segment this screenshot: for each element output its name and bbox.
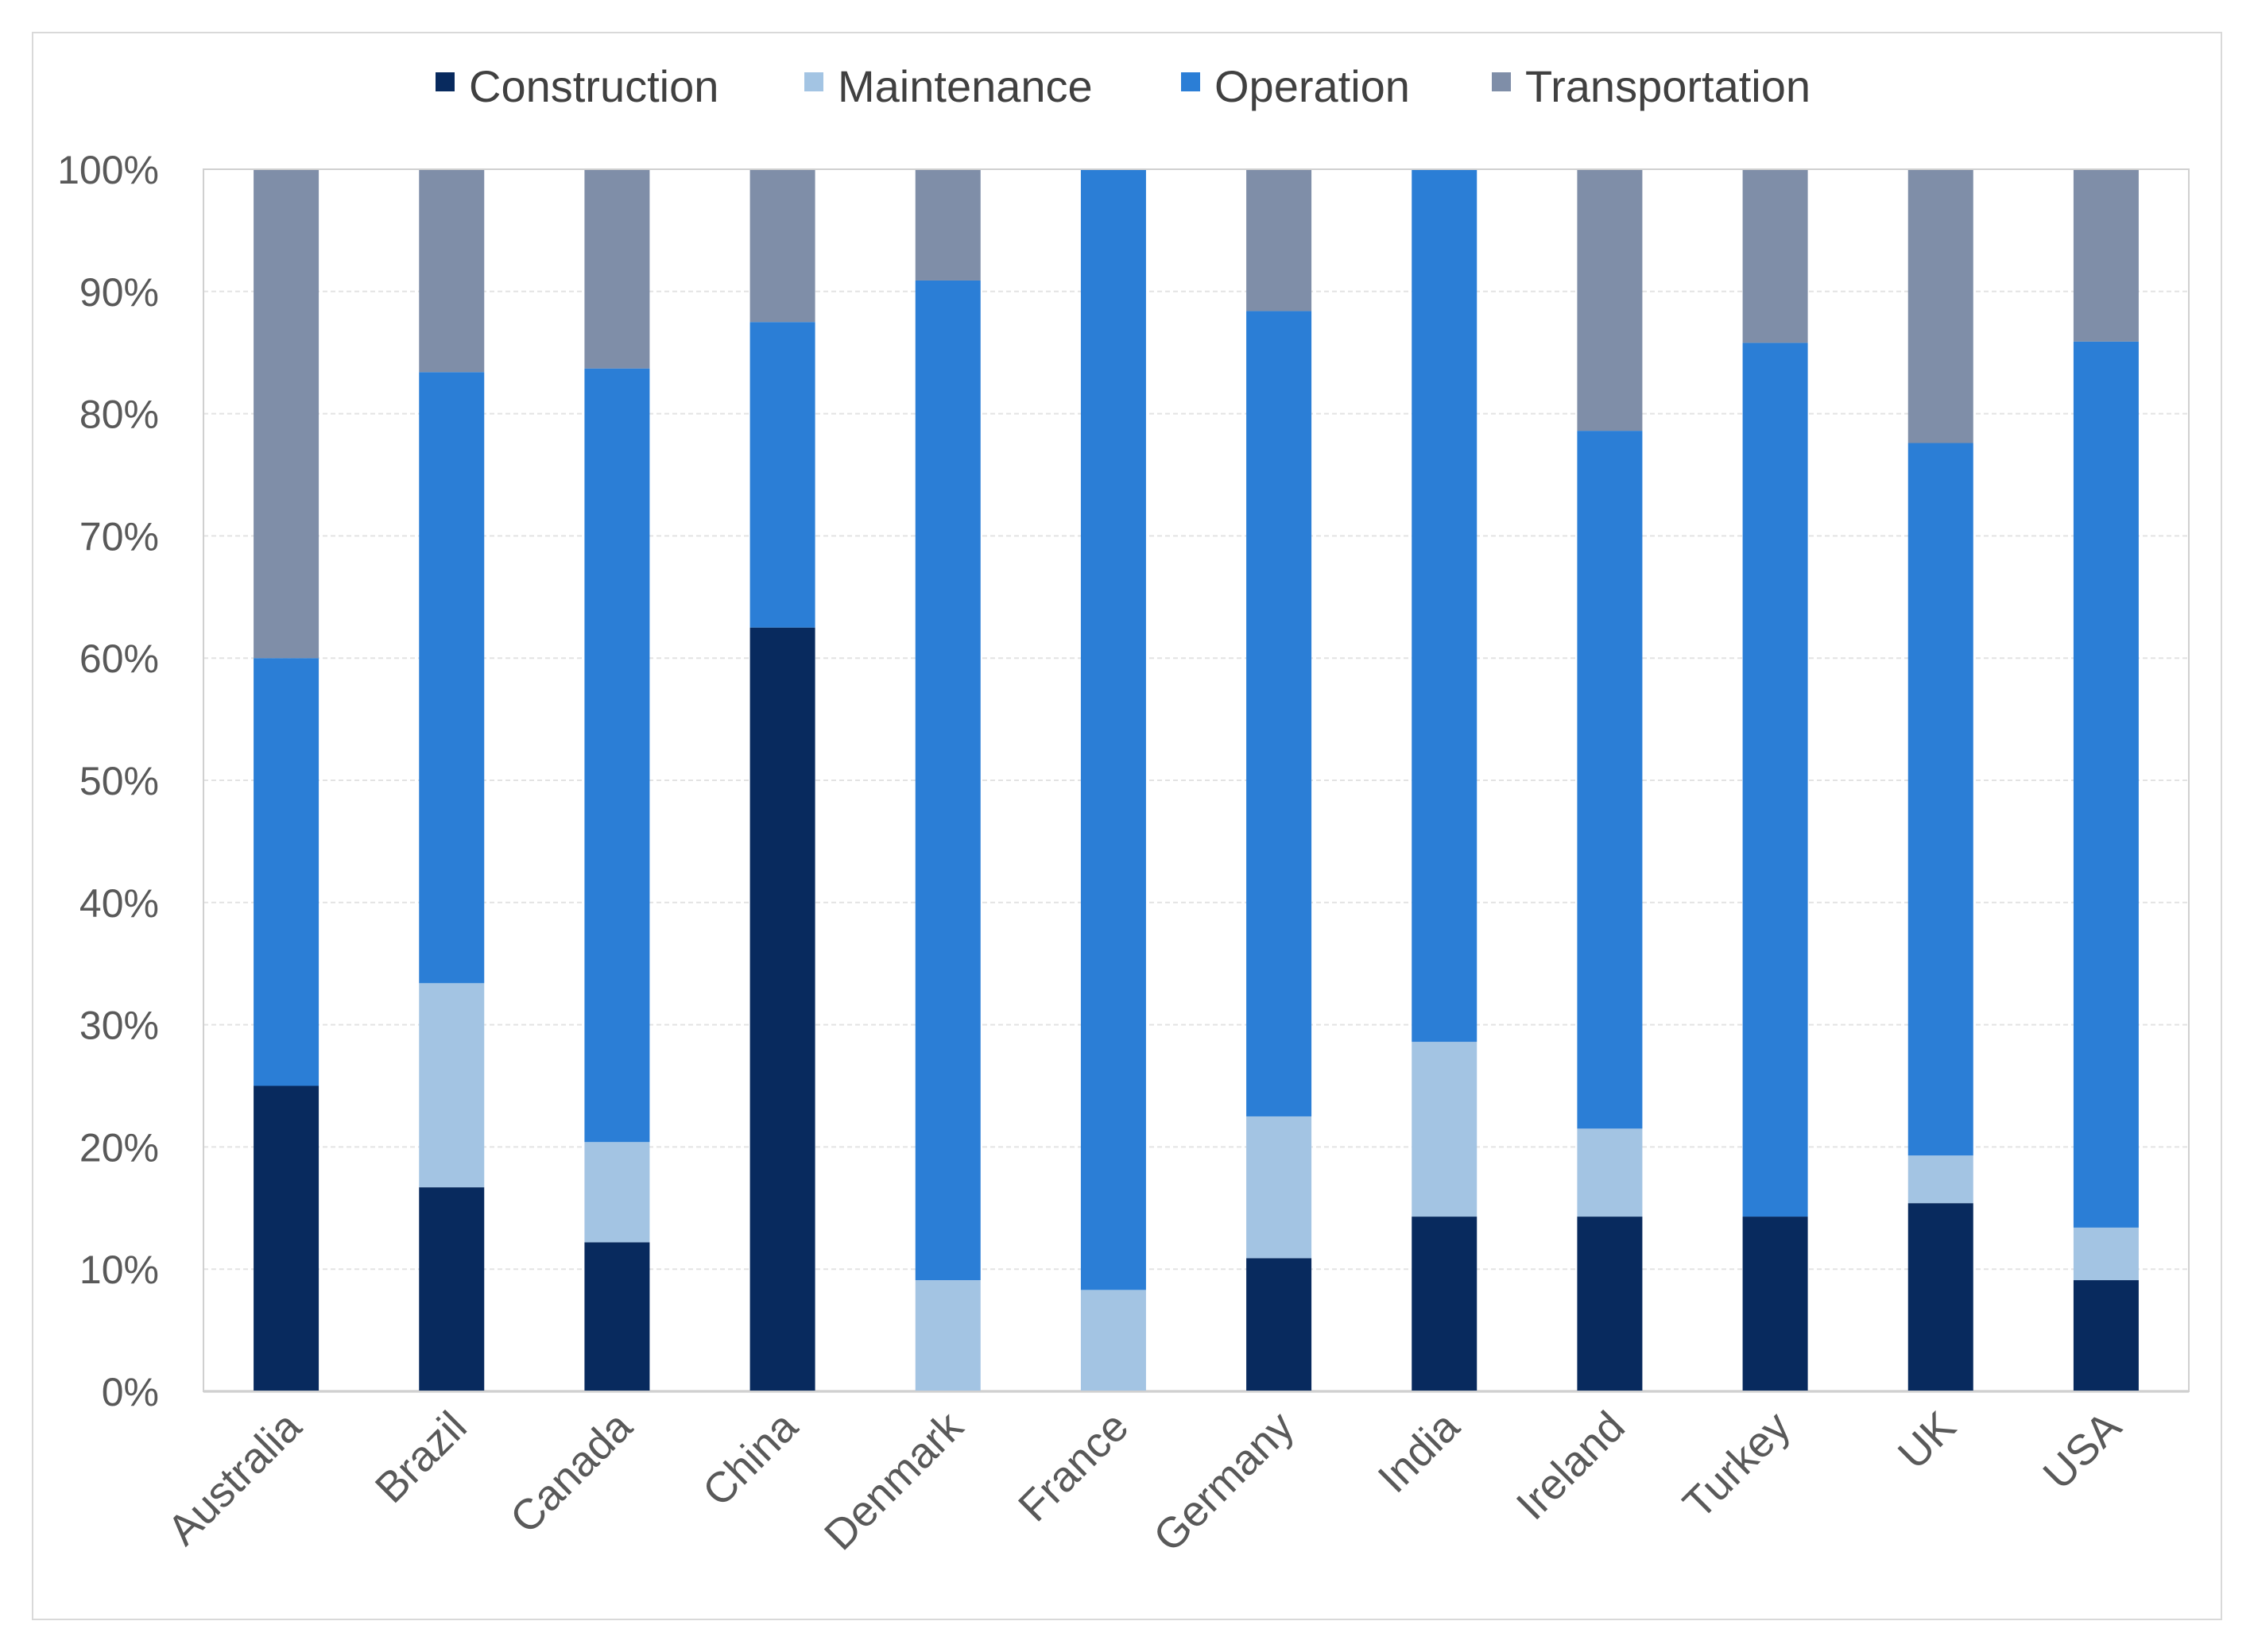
y-tick-label: 60%: [79, 636, 159, 681]
y-tick-label: 80%: [79, 393, 159, 437]
y-tick-label: 50%: [79, 759, 159, 803]
legend-label-maintenance: Maintenance: [838, 61, 1093, 111]
y-tick-label: 30%: [79, 1004, 159, 1048]
legend-label-transportation: Transportation: [1525, 61, 1811, 111]
y-tick-label: 70%: [79, 514, 159, 559]
legend: Construction Maintenance Operation Trans…: [436, 61, 1811, 111]
y-tick-label: 10%: [79, 1248, 159, 1292]
bar-usa-transportation: [2073, 169, 2139, 342]
bar-uk-transportation: [1907, 169, 1973, 443]
bar-australia-operation: [254, 658, 320, 1086]
bar-brazil-construction: [419, 1187, 485, 1391]
bar-china-operation: [749, 322, 815, 628]
bar-canada-maintenance: [584, 1142, 650, 1243]
x-category-label: USA: [2034, 1402, 2130, 1499]
legend-swatch-operation: [1181, 72, 1200, 91]
y-tick-label: 40%: [79, 881, 159, 926]
bar-canada-transportation: [584, 169, 650, 369]
bar-stack-india: [1412, 169, 1477, 1391]
x-category-label: Brazil: [366, 1402, 476, 1512]
bar-uk-operation: [1907, 443, 1973, 1156]
bar-turkey-construction: [1742, 1217, 1808, 1391]
bar-denmark-maintenance: [915, 1280, 981, 1391]
bar-canada-operation: [584, 368, 650, 1143]
bar-usa-maintenance: [2073, 1227, 2139, 1281]
bar-india-construction: [1412, 1217, 1477, 1391]
x-category-label: France: [1009, 1402, 1137, 1530]
bar-china-construction: [749, 627, 815, 1391]
bar-denmark-operation: [915, 280, 981, 1281]
x-category-label: Turkey: [1674, 1402, 1799, 1528]
y-tick-label: 20%: [79, 1125, 159, 1170]
bar-stack-brazil: [419, 169, 485, 1391]
bar-canada-construction: [584, 1242, 650, 1391]
x-axis-category-labels: Australia Brazil Canada China Denmark France G…: [159, 1402, 2131, 1561]
bar-stack-canada: [584, 169, 650, 1391]
y-axis-tick-labels: 0% 10% 20% 30% 40% 50% 60% 70% 80% 90% 100%: [57, 148, 159, 1414]
legend-swatch-transportation: [1492, 72, 1511, 91]
bar-turkey-transportation: [1742, 169, 1808, 343]
bar-brazil-transportation: [419, 169, 485, 373]
x-category-label: Denmark: [815, 1402, 973, 1559]
y-tick-label: 0%: [102, 1370, 159, 1414]
bar-ireland-construction: [1577, 1217, 1643, 1391]
legend-label-construction: Construction: [469, 61, 718, 111]
bar-brazil-maintenance: [419, 983, 485, 1188]
x-category-label: UK: [1889, 1402, 1965, 1478]
legend-swatch-construction: [436, 72, 455, 91]
bar-france-operation: [1080, 169, 1146, 1290]
plot-area-border: [203, 168, 2190, 1392]
bar-australia-transportation: [254, 169, 320, 659]
x-category-label: India: [1369, 1402, 1470, 1502]
x-category-label: Australia: [159, 1402, 312, 1554]
bar-stack-usa: [2073, 169, 2139, 1391]
bar-germany-operation: [1246, 311, 1312, 1116]
legend-swatch-maintenance: [804, 72, 823, 91]
bar-india-operation: [1412, 169, 1477, 1043]
x-category-label: China: [694, 1402, 807, 1515]
bar-usa-construction: [2073, 1280, 2139, 1391]
bar-brazil-operation: [419, 372, 485, 984]
bar-denmark-transportation: [915, 169, 981, 280]
bar-australia-construction: [254, 1085, 320, 1391]
bar-stack-germany: [1246, 169, 1312, 1391]
gridlines: [203, 290, 2189, 1393]
bar-germany-maintenance: [1246, 1116, 1312, 1259]
bar-stack-ireland: [1577, 169, 1643, 1391]
bar-germany-transportation: [1246, 169, 1312, 311]
x-category-label: Canada: [502, 1402, 642, 1542]
bar-uk-maintenance: [1907, 1155, 1973, 1204]
bar-france-maintenance: [1080, 1290, 1146, 1391]
bar-stack-china: [749, 169, 815, 1391]
bars: [254, 169, 2139, 1391]
bar-usa-operation: [2073, 341, 2139, 1228]
bar-stack-turkey: [1742, 169, 1808, 1391]
bar-stack-denmark: [915, 169, 981, 1391]
bar-stack-australia: [254, 169, 320, 1391]
bar-uk-construction: [1907, 1203, 1973, 1391]
bar-china-transportation: [749, 169, 815, 323]
bar-ireland-maintenance: [1577, 1128, 1643, 1217]
bar-turkey-operation: [1742, 342, 1808, 1217]
x-category-label: Ireland: [1508, 1402, 1634, 1529]
bar-ireland-transportation: [1577, 169, 1643, 431]
bar-stack-france: [1080, 169, 1146, 1391]
bar-ireland-operation: [1577, 431, 1643, 1129]
bar-germany-construction: [1246, 1258, 1312, 1391]
legend-label-operation: Operation: [1214, 61, 1410, 111]
bar-india-maintenance: [1412, 1042, 1477, 1217]
y-tick-label: 100%: [57, 148, 159, 192]
y-tick-label: 90%: [79, 270, 159, 315]
x-category-label: Germany: [1144, 1402, 1303, 1561]
bar-stack-uk: [1907, 169, 1973, 1391]
